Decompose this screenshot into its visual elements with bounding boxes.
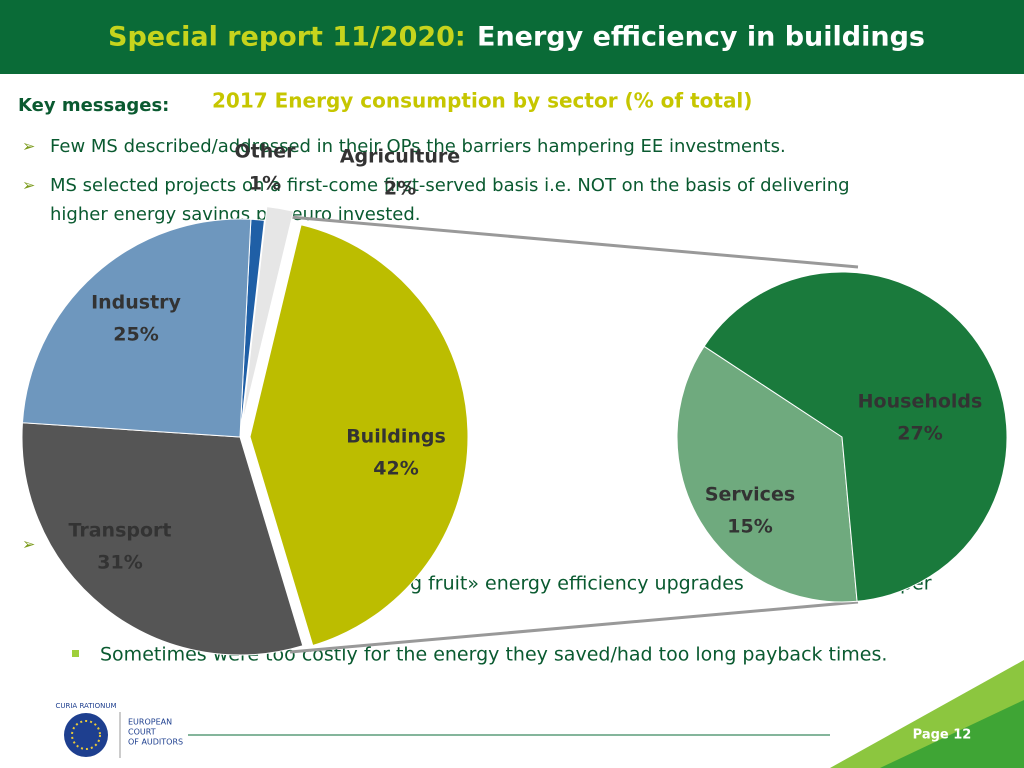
header-bar [0, 0, 1024, 74]
slice-label: Buildings [346, 426, 446, 448]
slice-label: Services [705, 484, 795, 506]
pie-slice [249, 224, 469, 647]
bullet: Few MS described/addressed in their OPs … [50, 136, 786, 157]
slice-label: Transport [68, 520, 171, 542]
footer-org: COURT [128, 728, 156, 737]
slice-label: Agriculture [340, 146, 460, 168]
pie-slice [21, 422, 304, 656]
slice-value-label: 31% [97, 552, 142, 574]
logo [64, 713, 108, 757]
slice-label: Other [234, 141, 296, 163]
slice-value-label: 25% [113, 324, 158, 346]
footer-org: EUROPEAN [128, 718, 172, 727]
chart-title: 2017 Energy consumption by sector (% of … [212, 89, 752, 113]
pie-slice [676, 345, 858, 603]
header-prefix: Special report 11/2020: [108, 22, 466, 53]
logo-motto: CURIA RATIONUM [55, 702, 116, 710]
slice-value-label: 42% [373, 458, 418, 480]
pie-slice [241, 206, 295, 424]
page-number: Page 12 [913, 728, 972, 743]
bullet-marker: ➢ [22, 176, 35, 195]
sub-bullet-marker [72, 650, 79, 657]
slice-value-label: 2% [384, 178, 416, 200]
pie-slice [703, 271, 1008, 602]
chart: Other 1% Agriculture 2% Buildings 42% Transpor… [21, 141, 1008, 656]
bullet: MS selected projects on a first-come fir… [50, 175, 850, 196]
sub-bullet: g fruit» energy efficiency upgrades [410, 573, 744, 595]
footer-decoration [880, 700, 1024, 768]
slice-value-label: 15% [727, 516, 772, 538]
bullet-marker: ➢ [22, 535, 35, 554]
key-messages-label: Key messages: [18, 95, 169, 116]
slice-value-label: 1% [249, 173, 281, 195]
bullet-marker: ➢ [22, 137, 35, 156]
slice-label: Industry [91, 292, 181, 314]
sub-bullet: Sometimes were too costly for the energy… [100, 644, 887, 666]
header-title: Energy efficiency in buildings [477, 22, 925, 53]
connector [289, 600, 859, 654]
footer-org: OF AUDITORS [128, 738, 183, 747]
slice-value-label: 27% [897, 423, 942, 445]
pie-slice [21, 218, 252, 438]
logo-stars [71, 720, 101, 750]
connector [289, 215, 859, 269]
slice-label: Households [858, 391, 983, 413]
